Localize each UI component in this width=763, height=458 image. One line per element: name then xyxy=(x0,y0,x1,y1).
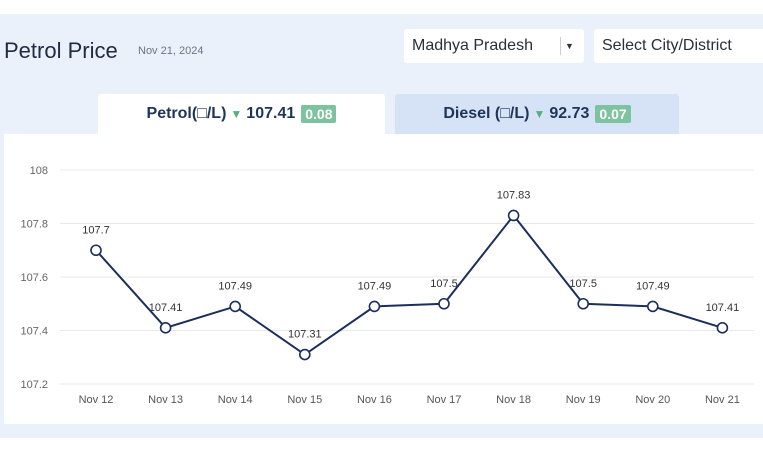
data-point xyxy=(298,348,311,361)
petrol-price: 107.41 xyxy=(246,105,296,122)
data-label: 107.5 xyxy=(430,278,458,290)
data-label: 107.49 xyxy=(358,280,392,292)
diesel-tab-label: Diesel (□/L) xyxy=(443,105,530,122)
x-tick-label: Nov 19 xyxy=(566,394,601,406)
y-tick-label: 108 xyxy=(30,165,48,177)
state-select[interactable]: Madhya Pradesh ▼ xyxy=(404,29,584,63)
data-label: 107.41 xyxy=(149,302,183,314)
x-tick-label: Nov 14 xyxy=(218,394,253,406)
chart-card: 107.2 107.4 107.6 107.8 108 Nov 12 Nov 13 Nov 1… xyxy=(4,134,763,424)
data-label: 107.31 xyxy=(288,329,322,341)
data-point xyxy=(229,300,241,313)
y-tick-label: 107.6 xyxy=(20,272,48,284)
x-tick-label: Nov 21 xyxy=(705,394,740,406)
data-point xyxy=(577,297,590,310)
data-point xyxy=(368,300,381,313)
series-line xyxy=(95,213,723,356)
petrol-tab-label: Petrol(□/L) xyxy=(146,105,227,122)
x-tick-label: Nov 16 xyxy=(357,394,392,406)
data-label: 107.49 xyxy=(636,280,670,292)
tab-petrol[interactable]: Petrol(□/L) ▼ 107.41 0.08 xyxy=(98,94,385,134)
data-point xyxy=(438,297,450,310)
down-arrow-icon: ▼ xyxy=(533,107,546,121)
y-tick-label: 107.2 xyxy=(20,379,48,391)
tab-diesel[interactable]: Diesel (□/L) ▼ 92.73 0.07 xyxy=(395,94,679,134)
data-label: 107.7 xyxy=(82,224,110,236)
chevron-down-icon: ▼ xyxy=(560,37,578,55)
data-label: 107.41 xyxy=(706,302,740,314)
x-tick-label: Nov 20 xyxy=(635,394,670,406)
down-arrow-icon: ▼ xyxy=(230,107,243,121)
date-label: Nov 21, 2024 xyxy=(138,45,204,57)
page-title: Petrol Price xyxy=(4,38,118,63)
diesel-price: 92.73 xyxy=(549,105,590,122)
diesel-change-badge: 0.07 xyxy=(595,105,631,123)
data-point xyxy=(646,300,659,313)
data-point xyxy=(716,322,729,334)
y-tick-label: 107.4 xyxy=(20,326,48,338)
city-select[interactable]: Select City/District ▼ xyxy=(594,29,763,63)
data-point xyxy=(90,244,102,257)
x-tick-label: Nov 12 xyxy=(79,394,114,406)
x-tick-label: Nov 15 xyxy=(287,394,322,406)
x-tick-label: Nov 17 xyxy=(427,394,462,406)
x-tick-label: Nov 13 xyxy=(148,394,183,406)
data-point xyxy=(507,209,520,222)
data-point xyxy=(159,322,172,334)
petrol-change-badge: 0.08 xyxy=(301,105,337,123)
city-select-value: Select City/District xyxy=(602,37,732,54)
price-line-chart: 107.2 107.4 107.6 107.8 108 Nov 12 Nov 13 Nov 1… xyxy=(20,165,754,406)
state-select-value: Madhya Pradesh xyxy=(412,37,533,54)
data-label: 107.5 xyxy=(569,278,597,290)
data-label: 107.49 xyxy=(218,280,252,292)
x-tick-label: Nov 18 xyxy=(496,394,531,406)
data-label: 107.83 xyxy=(497,189,531,201)
y-tick-label: 107.8 xyxy=(20,219,48,231)
